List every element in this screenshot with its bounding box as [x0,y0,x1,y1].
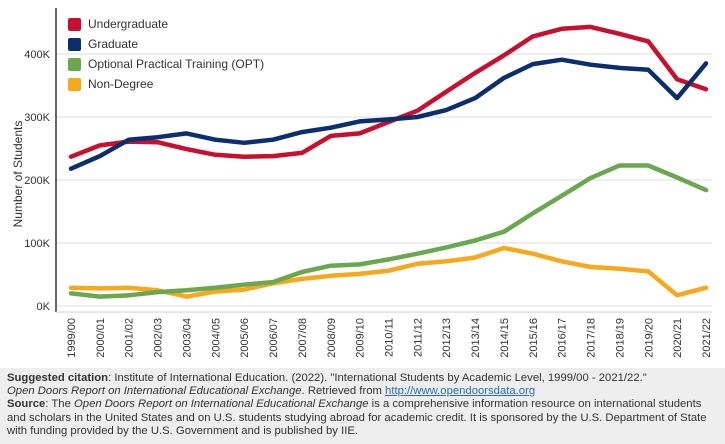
source-prefix: : The [45,398,74,411]
legend-swatch [68,77,81,91]
x-tick-label: 2015/16 [528,318,540,358]
legend-swatch [68,17,81,31]
source-label: Source [7,398,46,411]
x-tick-label: 2008/09 [326,318,338,358]
x-tick-label: 2020/21 [672,318,684,358]
y-tick-label: 400K [24,49,50,61]
source-block: Source: The Open Doors Report on Interna… [7,398,717,438]
x-tick-label: 2014/15 [499,318,511,358]
series-line-graduate [68,57,709,171]
x-tick-label: 2017/18 [586,318,598,358]
legend-label: Undergraduate [88,17,169,31]
legend-label: Optional Practical Training (OPT) [88,57,265,71]
series-line-optional-practical-training-opt [68,163,709,299]
source-text: is a comprehensive information resource … [7,398,707,437]
x-tick-label: 2013/14 [470,318,482,358]
legend-item-undergraduate[interactable]: Undergraduate [68,14,264,34]
opendoors-link[interactable]: http://www.opendoorsdata.org [385,385,536,398]
x-tick-label: 2005/06 [239,318,251,358]
x-tick-label: 2001/02 [124,318,136,358]
x-tick-label: 2019/20 [643,318,655,358]
citation-footer: Suggested citation: Institute of Interna… [0,368,725,444]
x-tick-label: 2006/07 [268,318,280,358]
legend-item-graduate[interactable]: Graduate [68,34,264,54]
series-line-non-degree [68,245,709,299]
line-chart: 0K 100K 200K 300K 400K Number of Students 1999… [11,8,713,358]
x-tick-label: 2018/19 [614,318,626,358]
chart-area: 0K 100K 200K 300K 400K Number of Students 1999… [0,8,725,369]
y-tick-label: 300K [24,112,50,124]
series-line-undergraduate [68,24,709,159]
legend-item-opt[interactable]: Optional Practical Training (OPT) [68,54,264,74]
x-tick-label: 2021/22 [701,318,713,358]
x-tick-label: 2011/12 [412,318,424,357]
x-tick-label: 2000/01 [95,318,107,358]
y-tick-label: 100K [24,238,50,250]
x-tick-label: 2010/11 [384,318,396,357]
source-report: Open Doors Report on International Educa… [74,398,369,411]
x-tick-label: 2007/08 [297,318,309,358]
x-tick-label: 2009/10 [355,318,367,358]
y-tick-label: 200K [24,175,50,187]
y-tick-label: 0K [37,301,51,313]
x-tick-label: 2003/04 [181,318,193,358]
citation-label: Suggested citation [7,372,109,384]
citation-retrieved: . Retrieved from [301,385,386,398]
citation-report: Open Doors Report on International Educa… [7,385,302,398]
legend-label: Non-Degree [88,77,154,91]
x-tick-label: 2004/05 [210,318,222,358]
legend-swatch [68,57,81,71]
legend-label: Graduate [88,37,139,51]
y-axis-title: Number of Students [11,121,25,228]
legend: Undergraduate Graduate Optional Practica… [68,14,264,94]
x-tick-label: 1999/00 [66,318,78,358]
x-tick-label: 2012/13 [441,318,453,358]
citation-block: Suggested citation: Institute of Interna… [7,372,717,398]
legend-swatch [68,37,81,51]
x-tick-label: 2002/03 [153,318,165,358]
citation-text: : Institute of International Education. … [108,372,647,384]
legend-item-non-degree[interactable]: Non-Degree [68,74,264,94]
x-tick-label: 2016/17 [557,318,569,358]
